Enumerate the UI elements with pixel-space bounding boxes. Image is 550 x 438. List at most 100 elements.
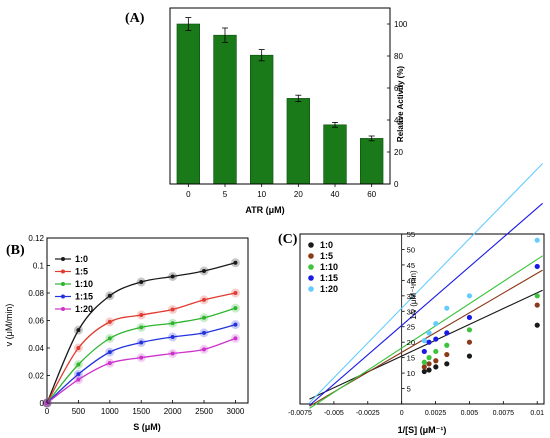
x-tick-label-1000: 1000 (101, 407, 119, 416)
panel-c-legend: 1:01:51:101:151:20 (308, 240, 338, 294)
point-1:15-500 (76, 372, 81, 377)
y-tick-label-80: 80 (394, 52, 403, 61)
bar-20 (286, 98, 311, 185)
point-1:10-3 (444, 342, 450, 348)
y-tick-label-15: 15 (407, 354, 415, 363)
legend-marker-1:0 (61, 257, 65, 261)
panel-a-x-axis-title: ATR (μM) (245, 205, 284, 215)
legend-marker-1:20 (308, 286, 314, 292)
x-tick-label-5: 5 (223, 190, 228, 199)
point-1:5-0 (421, 364, 427, 370)
x-tick-label-2500: 2500 (195, 407, 213, 416)
panel-a-y-axis-title: Relative Activity (%) (396, 66, 405, 143)
y-tick-label-60: 60 (394, 84, 403, 93)
x-tick-label-7: 0.01 (530, 410, 544, 417)
point-1:15-1000 (107, 350, 112, 355)
point-1:5-1500 (139, 313, 144, 317)
legend-marker-1:20 (61, 307, 65, 311)
y-tick-label-10: 10 (407, 369, 415, 378)
fit-line-1:0 (309, 289, 543, 400)
point-1:15-1500 (139, 340, 144, 345)
point-1:10-1 (426, 355, 432, 361)
point-1:0-1500 (139, 280, 144, 284)
legend-label-1:0: 1:0 (320, 240, 333, 250)
point-1:5-2500 (202, 297, 207, 302)
x-tick-label-3000: 3000 (227, 407, 245, 416)
x-tick-label-500: 500 (72, 407, 86, 416)
point-1:15-1 (426, 339, 432, 345)
point-1:20-3000 (233, 336, 238, 341)
legend-label-1:15: 1:15 (75, 292, 93, 302)
panel-b-label: (B) (6, 243, 25, 258)
panel-b-x-axis-title: S (μM) (133, 422, 161, 432)
point-1:20-1000 (107, 361, 112, 366)
y-tick-label-55: 55 (407, 230, 415, 239)
legend-label-1:0: 1:0 (75, 254, 88, 264)
legend-marker-1:10 (61, 282, 65, 286)
y-tick-label-25: 25 (407, 323, 415, 332)
point-1:10-1500 (139, 325, 144, 330)
x-tick-label-2000: 2000 (164, 407, 182, 416)
fit-line-1:10 (309, 255, 543, 409)
point-1:0-4 (466, 353, 473, 359)
x-tick-label-1500: 1500 (132, 407, 150, 416)
x-tick-label-20: 20 (294, 190, 303, 199)
point-1:15-3000 (233, 322, 238, 327)
point-1:10-2500 (202, 315, 207, 320)
point-1:20-1500 (139, 355, 144, 360)
point-1:15-4 (466, 314, 473, 321)
point-1:20-1 (426, 330, 432, 336)
point-1:5-500 (76, 346, 81, 350)
legend-marker-1:5 (61, 269, 65, 274)
bar-5 (213, 34, 237, 185)
point-1:15-2000 (170, 335, 175, 339)
point-1:5-2000 (170, 307, 175, 312)
y-tick-label-20: 20 (407, 338, 415, 347)
legend-marker-1:15 (308, 275, 314, 281)
point-1:0-1 (426, 367, 432, 373)
point-1:0-3 (444, 361, 450, 367)
panel-a-frame (169, 7, 391, 185)
bar-0 (176, 23, 200, 185)
point-1:20-2500 (202, 347, 207, 352)
point-1:5-2 (433, 358, 439, 364)
point-1:20-500 (76, 377, 81, 382)
x-tick-label-60: 60 (367, 190, 376, 199)
panel-c-x-axis-title: 1/[S] (μM⁻¹) (398, 425, 447, 435)
point-1:0-500 (76, 328, 81, 333)
y-tick-label-0.08: 0.08 (28, 289, 44, 298)
point-1:0-1000 (107, 293, 112, 298)
point-1:15-2500 (202, 330, 207, 335)
y-tick-label-0.04: 0.04 (28, 344, 44, 353)
legend-marker-1:15 (61, 294, 65, 299)
y-tick-label-40: 40 (407, 276, 415, 285)
y-tick-label-0.06: 0.06 (28, 317, 44, 326)
point-1:0-2000 (170, 274, 175, 279)
legend-label-1:20: 1:20 (320, 284, 338, 294)
point-1:5-1 (426, 361, 432, 367)
point-1:0-0 (421, 368, 427, 375)
panel-a-bar-chart: (A) 0 5 10 20 40 60 0 20 40 60 80 100 ATR (μM) Rel… (125, 7, 408, 215)
bar-40 (323, 124, 347, 185)
bar-60 (359, 138, 384, 185)
y-tick-label-0: 0 (394, 180, 399, 189)
panel-b-y-axis-title: v (μM/min) (4, 304, 14, 347)
point-1:5-5 (534, 302, 540, 308)
point-1:10-2 (433, 348, 439, 355)
panel-c-frame (299, 233, 545, 405)
panel-c-lineweaver-burk: (C) -0.0075 -0.005 -0.0025 0 0.0025 0.005 0.00… (278, 163, 545, 435)
point-1:0-2500 (202, 269, 207, 273)
panel-b-line-chart: (B) 0 500 1000 1500 2000 2500 3000 0 0.02 0.04 0.… (4, 234, 249, 432)
panel-c-y-axis-title: 1/v (μM⁻¹min) (409, 270, 418, 320)
legend-label-1:5: 1:5 (75, 267, 88, 277)
point-1:5-1000 (107, 319, 112, 324)
point-1:10-500 (76, 362, 81, 367)
point-1:10-4 (466, 327, 473, 333)
legend-label-1:15: 1:15 (320, 273, 338, 283)
x-tick-label-0: -0.0075 (288, 410, 312, 417)
point-1:15-0 (421, 348, 427, 355)
panel-c-label: (C) (278, 232, 298, 247)
y-tick-label-30: 30 (407, 307, 415, 316)
point-1:0-5 (534, 322, 540, 328)
bar-10 (250, 54, 274, 185)
